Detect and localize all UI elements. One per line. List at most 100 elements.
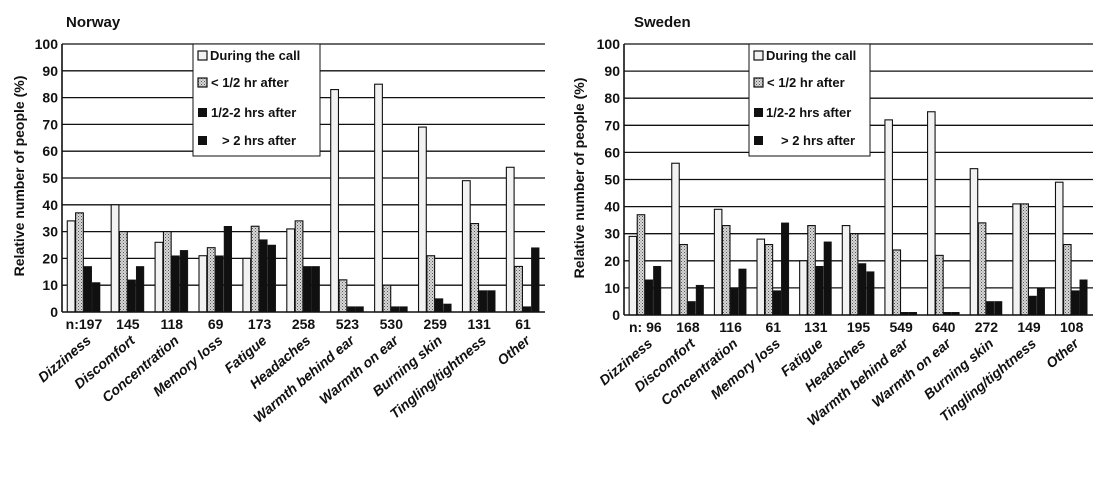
legend-label-during: During the call xyxy=(766,48,856,63)
y-tick-label: 30 xyxy=(604,226,620,242)
n-label: 69 xyxy=(208,316,224,332)
legend-label-during: During the call xyxy=(210,48,300,63)
bar-over-two xyxy=(994,301,1003,316)
bar-half-to-two xyxy=(259,239,268,313)
bars-sweden xyxy=(628,111,1088,316)
category-label: Concentration xyxy=(99,332,182,405)
bar-over-two xyxy=(223,225,233,313)
n-label: 168 xyxy=(676,319,700,335)
bar-half-hr xyxy=(1020,203,1029,316)
legend-swatch-half-hr xyxy=(197,77,208,88)
bar-over-two xyxy=(487,290,496,313)
bar-half-to-two xyxy=(478,290,488,313)
y-tick-label: 20 xyxy=(42,250,58,266)
y-tick-label: 60 xyxy=(604,144,620,160)
axes-sweden xyxy=(623,44,1093,316)
bar-during xyxy=(671,162,680,316)
legend-swatch-over-two xyxy=(754,136,763,145)
bar-half-to-two xyxy=(772,290,781,316)
bar-over-two xyxy=(92,282,101,313)
bar-during xyxy=(286,228,296,313)
legend-swatch-over-two xyxy=(198,136,207,145)
bar-half-hr xyxy=(162,231,172,313)
n-label: 61 xyxy=(765,319,781,335)
bar-half-hr xyxy=(721,225,731,316)
bar-half-to-two xyxy=(986,301,995,316)
bar-half-hr xyxy=(849,233,859,316)
bar-over-two xyxy=(695,284,704,316)
n-label: 108 xyxy=(1060,319,1084,335)
bar-half-to-two xyxy=(730,287,739,316)
bar-over-two xyxy=(443,303,452,313)
bar-half-hr xyxy=(636,214,646,316)
bar-half-hr xyxy=(977,222,987,316)
bar-half-hr xyxy=(206,247,216,313)
bar-half-to-two xyxy=(127,279,136,313)
y-tick-label: 100 xyxy=(35,36,59,52)
category-label: Other xyxy=(494,331,534,368)
n-label: 118 xyxy=(160,316,183,332)
bar-during xyxy=(628,235,638,316)
bar-during xyxy=(374,83,383,313)
y-tick-label: 30 xyxy=(42,224,58,240)
bar-half-to-two xyxy=(645,279,654,316)
bar-during xyxy=(505,166,515,313)
bar-during xyxy=(927,111,936,316)
bar-half-hr xyxy=(75,212,84,313)
n-labels-sweden: n: 96 168 116 61 131 195 549 640 272 149 108 xyxy=(629,319,1084,335)
n-labels-norway: n:197 145 118 69 173 258 523 530 259 131 61 xyxy=(66,316,531,332)
legend-label-half-hr: < 1/2 hr after xyxy=(767,75,845,90)
n-label: 61 xyxy=(515,316,531,332)
bar-over-two xyxy=(781,222,790,316)
bar-over-two xyxy=(866,271,875,316)
y-tick-label: 10 xyxy=(42,277,58,293)
bar-half-to-two xyxy=(687,301,696,316)
bar-during xyxy=(417,126,427,313)
y-tick-label: 90 xyxy=(604,63,620,79)
bar-half-hr xyxy=(250,225,260,313)
bar-half-to-two xyxy=(858,263,867,316)
legend-swatch-during xyxy=(197,50,208,61)
bar-half-to-two xyxy=(522,306,532,313)
n-label: 116 xyxy=(719,319,742,335)
n-label: 145 xyxy=(116,316,140,332)
y-tick-label: 20 xyxy=(604,253,620,269)
bar-half-hr xyxy=(118,231,128,313)
legend-swatch-during xyxy=(753,50,764,61)
bar-half-to-two xyxy=(434,298,444,313)
y-tick-label: 70 xyxy=(42,116,58,132)
bar-over-two xyxy=(1079,279,1088,316)
category-label: Other xyxy=(1043,334,1083,371)
n-label: 640 xyxy=(932,319,956,335)
legend-label-over-two: > 2 hrs after xyxy=(222,133,296,148)
y-tick-label: 0 xyxy=(50,304,58,320)
bar-over-two xyxy=(179,250,189,313)
y-tick-label: 10 xyxy=(604,280,620,296)
legend-box-sweden xyxy=(748,43,871,157)
bar-during xyxy=(1012,203,1021,316)
n-label: 149 xyxy=(1017,319,1041,335)
bar-half-to-two xyxy=(303,266,312,313)
y-axis-title-sweden: Relative number of people (%) xyxy=(571,78,587,279)
panel-sweden: Sweden Relative number of people (%) 0 10… xyxy=(571,14,1093,429)
y-tick-label: 60 xyxy=(42,143,58,159)
n-label: n: 96 xyxy=(629,319,662,335)
y-tick-label: 40 xyxy=(42,197,58,213)
bar-half-hr xyxy=(514,265,523,313)
bar-during xyxy=(884,119,893,316)
legend-swatch-half-hr xyxy=(753,77,764,88)
y-axis-title-norway: Relative number of people (%) xyxy=(11,76,27,277)
bar-over-two xyxy=(531,247,540,313)
legend-label-half-hr: < 1/2 hr after xyxy=(211,75,289,90)
bar-half-to-two xyxy=(391,306,400,313)
bar-half-hr xyxy=(382,284,392,313)
y-tick-label: 40 xyxy=(604,199,620,215)
n-label: 530 xyxy=(380,316,404,332)
legend-box-norway xyxy=(192,43,321,157)
bar-half-hr xyxy=(935,254,944,316)
y-ticks-sweden: 0 10 20 30 40 50 60 70 80 90 100 xyxy=(597,36,621,323)
bars-norway xyxy=(66,83,540,313)
bar-half-hr xyxy=(807,225,816,316)
legend-sweden: During the call < 1/2 hr after 1/2-2 hrs… xyxy=(748,43,871,157)
